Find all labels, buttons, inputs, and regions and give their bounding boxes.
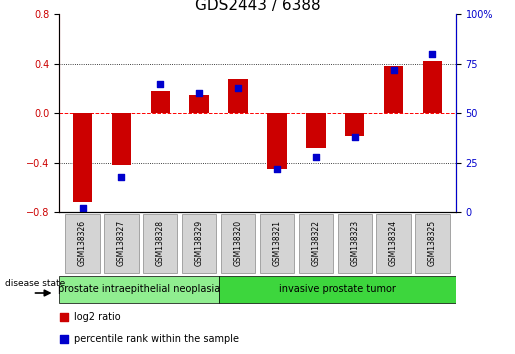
Text: prostate intraepithelial neoplasia: prostate intraepithelial neoplasia	[58, 284, 220, 295]
Text: GSM138329: GSM138329	[195, 220, 204, 267]
Bar	[150, 91, 170, 113]
Point	[389, 67, 398, 73]
Bar	[384, 66, 403, 113]
Bar	[306, 113, 325, 148]
Point	[351, 134, 359, 140]
Text: GSM138321: GSM138321	[272, 221, 281, 266]
Point	[428, 51, 437, 57]
Text: GSM138326: GSM138326	[78, 220, 87, 267]
Text: GSM138320: GSM138320	[234, 220, 243, 267]
Text: disease state: disease state	[5, 279, 65, 287]
FancyBboxPatch shape	[260, 214, 294, 273]
Bar	[423, 61, 442, 113]
Text: GSM138324: GSM138324	[389, 220, 398, 267]
Text: GSM138325: GSM138325	[428, 220, 437, 267]
Bar	[267, 113, 287, 169]
Point	[60, 314, 68, 320]
Bar	[345, 113, 365, 136]
Point	[78, 206, 87, 211]
FancyBboxPatch shape	[221, 214, 255, 273]
FancyBboxPatch shape	[59, 276, 219, 303]
Title: GDS2443 / 6388: GDS2443 / 6388	[195, 0, 320, 13]
Text: GSM138322: GSM138322	[311, 221, 320, 266]
FancyBboxPatch shape	[105, 214, 139, 273]
Text: invasive prostate tumor: invasive prostate tumor	[279, 284, 396, 295]
FancyBboxPatch shape	[338, 214, 372, 273]
Point	[60, 336, 68, 342]
Point	[234, 85, 242, 90]
Text: GSM138323: GSM138323	[350, 220, 359, 267]
Point	[195, 91, 203, 96]
Text: percentile rank within the sample: percentile rank within the sample	[74, 334, 238, 344]
Point	[273, 166, 281, 172]
Text: GSM138327: GSM138327	[117, 220, 126, 267]
Text: GSM138328: GSM138328	[156, 221, 165, 266]
Bar	[190, 95, 209, 113]
Bar	[73, 113, 92, 202]
FancyBboxPatch shape	[182, 214, 216, 273]
FancyBboxPatch shape	[299, 214, 333, 273]
FancyBboxPatch shape	[143, 214, 177, 273]
FancyBboxPatch shape	[415, 214, 450, 273]
FancyBboxPatch shape	[376, 214, 410, 273]
Point	[156, 81, 164, 86]
Text: log2 ratio: log2 ratio	[74, 312, 120, 322]
Bar	[112, 113, 131, 165]
Point	[312, 154, 320, 160]
Bar	[228, 79, 248, 113]
Point	[117, 174, 126, 179]
FancyBboxPatch shape	[65, 214, 100, 273]
FancyBboxPatch shape	[219, 276, 456, 303]
